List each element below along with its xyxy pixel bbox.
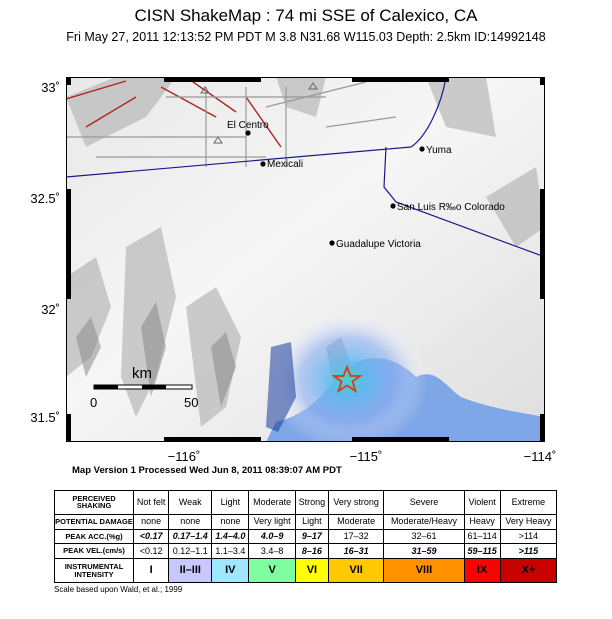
scale-unit: km	[132, 365, 152, 382]
scale-note: Scale based upon Wald, et al.; 1999	[54, 585, 183, 594]
acc-2: 0.17–1.4	[168, 528, 213, 545]
event-info: Fri May 27, 2011 12:13:52 PM PDT M 3.8 N…	[66, 30, 546, 44]
city-san-luis-dot	[390, 203, 396, 209]
row-vel: PEAK VEL.(cm/s) <0.12 0.12–1.1 1.1–3.4 3…	[54, 543, 558, 560]
acc-8: 61–114	[463, 528, 501, 545]
damage-label: POTENTIAL DAMAGE	[54, 513, 134, 530]
vel-7: 31–59	[383, 543, 465, 560]
shaking-9: Extreme	[499, 490, 558, 515]
x-tick-115: −115˚	[349, 449, 383, 464]
acc-1: <0.17	[132, 528, 170, 545]
damage-2: none	[168, 513, 213, 530]
vel-9: >115	[499, 543, 558, 560]
acc-4: 4.0–9	[248, 528, 296, 545]
vel-2: 0.12–1.1	[168, 543, 213, 560]
damage-9: Very Heavy	[499, 513, 558, 530]
damage-6: Moderate	[327, 513, 385, 530]
damage-3: none	[211, 513, 250, 530]
city-yuma-dot	[419, 146, 425, 152]
city-guadalupe: Guadalupe Victoria	[336, 239, 421, 250]
damage-1: none	[132, 513, 170, 530]
intensity-3: IV	[211, 558, 250, 583]
vel-5: 8–16	[294, 543, 329, 560]
acc-7: 32–61	[383, 528, 465, 545]
intensity-9: X+	[499, 558, 558, 583]
acc-9: >114	[499, 528, 558, 545]
coastal-band	[266, 342, 296, 432]
shaking-6: Very strong	[327, 490, 385, 515]
row-damage: POTENTIAL DAMAGE none none none Very lig…	[54, 513, 558, 530]
acc-3: 1.4–4.0	[211, 528, 250, 545]
damage-4: Very light	[248, 513, 296, 530]
y-tick-32: 32˚	[41, 302, 60, 317]
shaking-footprint	[268, 310, 428, 442]
star-icon[interactable]	[331, 364, 363, 394]
cities	[245, 130, 425, 246]
damage-7: Moderate/Heavy	[383, 513, 465, 530]
x-tick-114: −114˚	[523, 449, 557, 464]
y-tick-33: 33˚	[41, 80, 60, 95]
acc-5: 9–17	[294, 528, 329, 545]
city-el-centro-dot	[245, 130, 251, 136]
scale-min: 0	[90, 395, 97, 410]
vel-1: <0.12	[132, 543, 170, 560]
vel-8: 59–115	[463, 543, 501, 560]
shaking-label: PERCEIVED SHAKING	[54, 490, 134, 515]
vel-4: 3.4–8	[248, 543, 296, 560]
map-title: CISN ShakeMap : 74 mi SSE of Calexico, C…	[134, 6, 478, 25]
intensity-5: VI	[294, 558, 329, 583]
row-acc: PEAK ACC.(%g) <0.17 0.17–1.4 1.4–4.0 4.0…	[54, 528, 558, 545]
intensity-4: V	[248, 558, 296, 583]
borders	[66, 77, 545, 258]
intensity-7: VIII	[383, 558, 465, 583]
x-tick-116: −116˚	[167, 449, 201, 464]
intensity-8: IX	[463, 558, 501, 583]
vel-label: PEAK VEL.(cm/s)	[54, 543, 134, 560]
map-frame	[66, 77, 545, 442]
city-yuma: Yuma	[426, 145, 452, 156]
city-mexicali: Mexicali	[267, 159, 303, 170]
intensity-6: VII	[327, 558, 385, 583]
shaking-5: Strong	[294, 490, 329, 515]
row-intensity: INSTRUMENTAL INTENSITY I II–III IV V VI …	[54, 558, 558, 583]
y-tick-32-5: 32.5˚	[30, 191, 60, 206]
scale-bar: km 0 50	[90, 365, 198, 410]
shaking-7: Severe	[383, 490, 465, 515]
intensity-legend: PERCEIVED SHAKING Not felt Weak Light Mo…	[54, 490, 558, 583]
roads	[66, 81, 397, 167]
acc-label: PEAK ACC.(%g)	[54, 528, 134, 545]
shaking-8: Violent	[463, 490, 501, 515]
shakemap[interactable]: El Centro Mexicali Yuma San Luis R‰o Col…	[66, 77, 545, 442]
damage-8: Heavy	[463, 513, 501, 530]
city-mexicali-dot	[260, 161, 266, 167]
city-san-luis: San Luis R‰o Colorado	[397, 202, 505, 213]
faults	[66, 77, 282, 148]
shaking-3: Light	[211, 490, 250, 515]
row-shaking: PERCEIVED SHAKING Not felt Weak Light Mo…	[54, 490, 558, 515]
map-canvas: El Centro Mexicali Yuma San Luis R‰o Col…	[66, 77, 545, 442]
shaking-4: Moderate	[248, 490, 296, 515]
y-tick-31-5: 31.5˚	[30, 410, 60, 425]
city-guadalupe-dot	[329, 240, 335, 246]
intensity-1: I	[132, 558, 170, 583]
intensity-2: II–III	[168, 558, 213, 583]
shaking-1: Not felt	[132, 490, 170, 515]
vel-6: 16–31	[327, 543, 385, 560]
damage-5: Light	[294, 513, 329, 530]
scale-max: 50	[184, 395, 198, 410]
vel-3: 1.1–3.4	[211, 543, 250, 560]
map-version: Map Version 1 Processed Wed Jun 8, 2011 …	[72, 465, 342, 476]
city-el-centro: El Centro	[227, 120, 269, 131]
intensity-label: INSTRUMENTAL INTENSITY	[54, 558, 134, 583]
shaking-2: Weak	[168, 490, 213, 515]
acc-6: 17–32	[327, 528, 385, 545]
triangle-icon	[200, 82, 318, 144]
